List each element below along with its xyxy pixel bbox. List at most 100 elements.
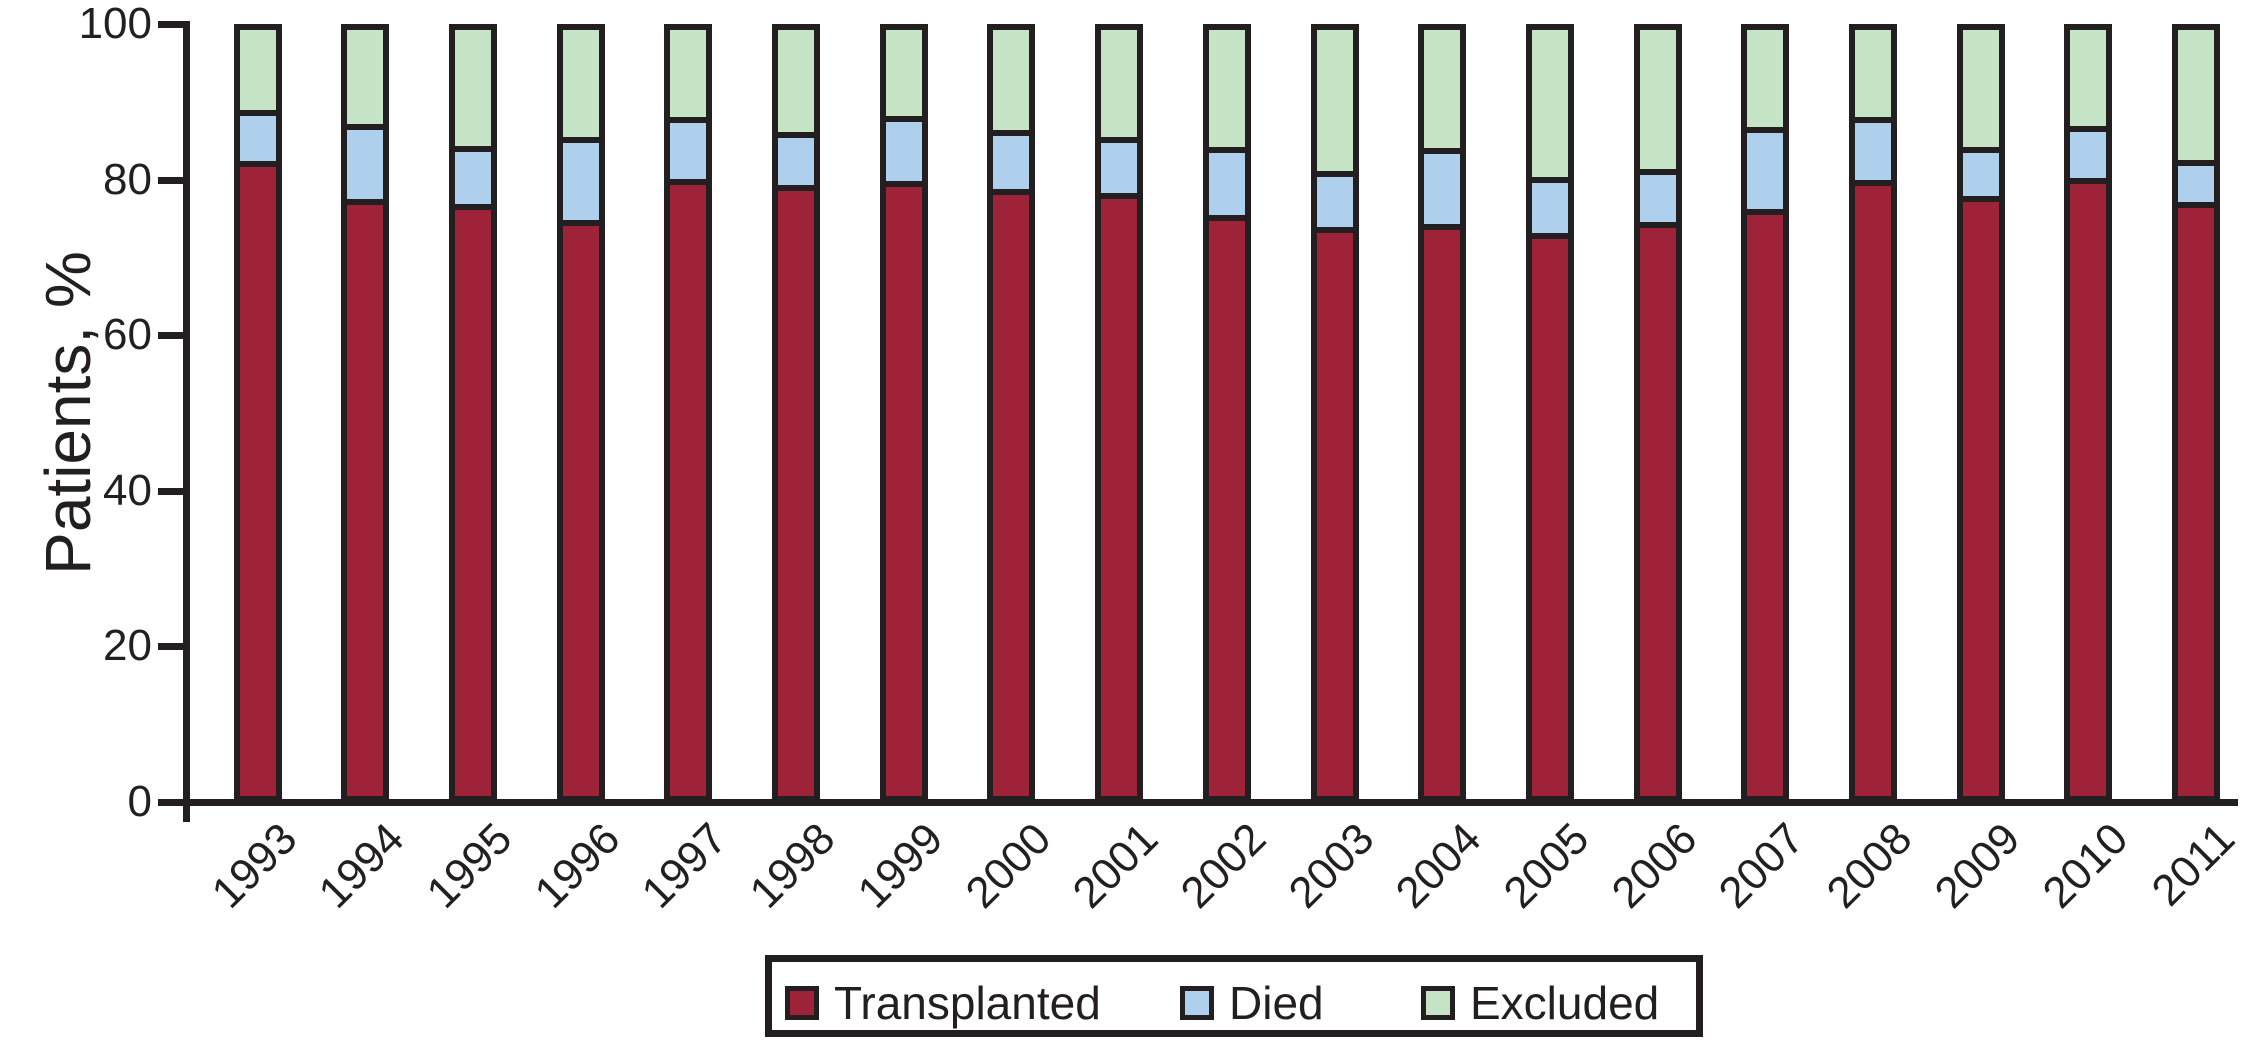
- transplanted-segment-1997: [670, 184, 707, 796]
- died-swatch-icon: [1180, 986, 1214, 1020]
- excluded-segment-1997: [670, 30, 707, 124]
- x-tick-label-2009: 2009: [1925, 813, 2030, 918]
- bar-1993: [233, 24, 282, 802]
- died-segment-2003: [1316, 177, 1353, 233]
- legend-item-died: Died: [1180, 969, 1324, 1037]
- died-segment-2011: [2178, 165, 2215, 209]
- died-segment-2001: [1101, 143, 1138, 200]
- died-segment-1994: [347, 130, 384, 205]
- excluded-segment-1996: [562, 30, 599, 143]
- died-segment-1993: [239, 115, 276, 168]
- bar-2005: [1525, 24, 1574, 802]
- excluded-segment-2006: [1639, 30, 1676, 175]
- x-tick-label-2011: 2011: [2143, 813, 2243, 916]
- transplanted-segment-1994: [347, 204, 384, 796]
- x-tick-label-2007: 2007: [1709, 813, 1814, 918]
- legend-label-transplanted: Transplanted: [834, 977, 1101, 1029]
- bar-2010: [2064, 24, 2113, 802]
- excluded-segment-2004: [1424, 30, 1461, 155]
- x-tick-label-2010: 2010: [2033, 813, 2137, 918]
- excluded-segment-1993: [239, 30, 276, 116]
- transplanted-segment-1998: [778, 190, 814, 796]
- bar-1999: [879, 24, 928, 802]
- transplanted-segment-2001: [1101, 199, 1138, 796]
- transplanted-segment-1995: [454, 209, 491, 796]
- transplanted-segment-2009: [1962, 202, 1999, 796]
- transplanted-segment-2006: [1639, 227, 1676, 796]
- y-tick-label: 20: [103, 621, 152, 671]
- legend-item-excluded: Excluded: [1421, 969, 1659, 1037]
- excluded-segment-1994: [347, 30, 384, 131]
- x-tick-label-1999: 1999: [848, 813, 953, 918]
- died-segment-2007: [1747, 132, 1784, 215]
- bar-1997: [664, 24, 713, 802]
- y-axis-line: [183, 21, 190, 822]
- y-tick-label: 60: [103, 310, 152, 360]
- x-tick-label-1997: 1997: [632, 813, 737, 918]
- bar-1996: [556, 24, 605, 802]
- died-segment-2006: [1639, 174, 1676, 228]
- legend-label-excluded: Excluded: [1470, 977, 1660, 1029]
- died-segment-2002: [1208, 152, 1245, 221]
- transplanted-segment-2004: [1424, 229, 1461, 796]
- y-tick-mark: [158, 643, 184, 651]
- bar-2000: [987, 24, 1036, 802]
- x-tick-label-2004: 2004: [1386, 813, 1491, 918]
- x-tick-label-2002: 2002: [1171, 813, 1276, 918]
- x-tick-label-1996: 1996: [525, 813, 630, 918]
- died-segment-2005: [1531, 183, 1568, 240]
- transplanted-segment-2010: [2070, 183, 2107, 796]
- excluded-segment-2003: [1316, 30, 1353, 178]
- died-segment-1996: [562, 142, 599, 227]
- x-tick-label-1994: 1994: [309, 813, 414, 918]
- legend-item-transplanted: Transplanted: [785, 969, 1101, 1037]
- legend: Transplanted Died Excluded: [765, 955, 1703, 1037]
- x-tick-label-2008: 2008: [1817, 813, 1922, 918]
- died-segment-1998: [778, 138, 814, 191]
- transplanted-segment-2000: [993, 195, 1030, 796]
- died-segment-2000: [993, 136, 1030, 196]
- y-tick-label: 80: [103, 154, 152, 204]
- y-tick-mark: [158, 332, 184, 340]
- died-segment-1995: [454, 151, 491, 210]
- x-tick-label-1995: 1995: [417, 813, 522, 918]
- excluded-segment-2011: [2178, 30, 2215, 166]
- bar-1994: [341, 24, 390, 802]
- x-tick-label-2005: 2005: [1494, 813, 1599, 918]
- y-tick-label: 0: [127, 777, 152, 826]
- x-tick-label-2000: 2000: [956, 813, 1060, 918]
- died-segment-2008: [1855, 123, 1891, 187]
- y-tick-mark: [158, 487, 184, 495]
- bar-2011: [2172, 24, 2221, 802]
- excluded-segment-2001: [1101, 30, 1138, 144]
- excluded-segment-1995: [454, 30, 491, 152]
- transplanted-swatch-icon: [785, 986, 819, 1020]
- excluded-segment-1998: [778, 30, 814, 138]
- x-tick-label-1993: 1993: [202, 813, 307, 918]
- bar-2003: [1310, 24, 1359, 802]
- died-segment-2009: [1962, 152, 1999, 203]
- x-tick-label-2003: 2003: [1279, 813, 1384, 918]
- excluded-segment-2005: [1531, 30, 1568, 184]
- y-tick-mark: [158, 176, 184, 184]
- excluded-segment-2007: [1747, 30, 1784, 133]
- y-tick-mark: [158, 799, 184, 806]
- died-segment-1997: [670, 123, 707, 185]
- bar-1995: [448, 24, 497, 802]
- bar-2001: [1095, 24, 1144, 802]
- x-tick-label-1998: 1998: [740, 813, 845, 918]
- y-axis-title: Patients, %: [32, 251, 104, 575]
- excluded-swatch-icon: [1421, 986, 1455, 1020]
- y-tick-label: 40: [103, 465, 152, 515]
- transplanted-segment-1993: [239, 167, 276, 796]
- transplanted-segment-2008: [1855, 186, 1891, 796]
- transplanted-segment-1999: [885, 187, 922, 796]
- bar-2009: [1956, 24, 2005, 802]
- excluded-segment-1999: [885, 30, 922, 122]
- bar-2002: [1202, 24, 1251, 802]
- transplanted-segment-2003: [1316, 232, 1353, 796]
- transplanted-segment-2005: [1531, 239, 1568, 796]
- excluded-segment-2010: [2070, 30, 2107, 132]
- x-axis-line: [160, 799, 2238, 806]
